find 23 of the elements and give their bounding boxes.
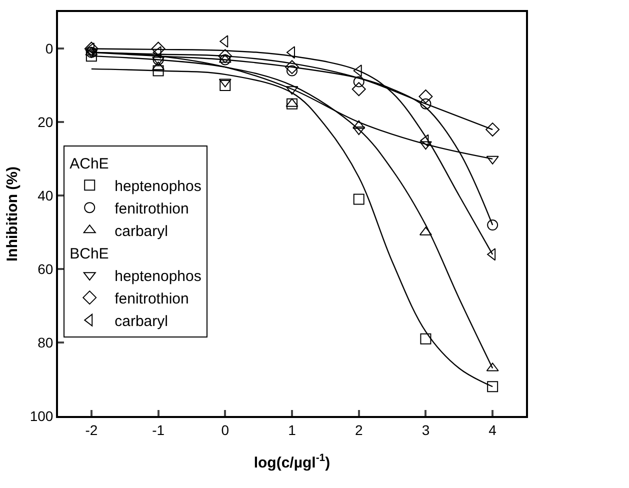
y-tick-label: 0 [45,40,54,57]
x-tick-label: 0 [221,422,230,438]
legend-label: heptenophos [114,268,202,285]
legend-label: fenitrothion [114,290,189,308]
annotation: AChE [70,155,109,172]
x-axis-title: log(c/µgl$^{-1}$) [254,452,330,472]
legend-label: heptenophos [114,178,202,195]
legend-label: fenitrothion [114,200,189,218]
x-tick-label: 4 [488,422,497,438]
annotation: BChE [70,245,109,262]
y-tick-label: 80 [38,334,54,350]
legend-label: carbaryl [114,312,168,330]
y-tick-label: 100 [30,408,54,424]
x-tick-label: 2 [354,422,363,438]
legend-label: carbaryl [114,222,168,240]
x-tick-label: -1 [152,422,165,438]
y-tick-label: 40 [38,188,54,204]
y-tick-label: 20 [38,114,54,130]
x-tick-label: 1 [288,422,296,438]
x-tick-label: 3 [422,422,430,438]
x-tick-label: -2 [85,422,98,438]
y-axis-title: Inhibition (%) [4,166,21,262]
y-tick-label: 60 [38,260,54,277]
